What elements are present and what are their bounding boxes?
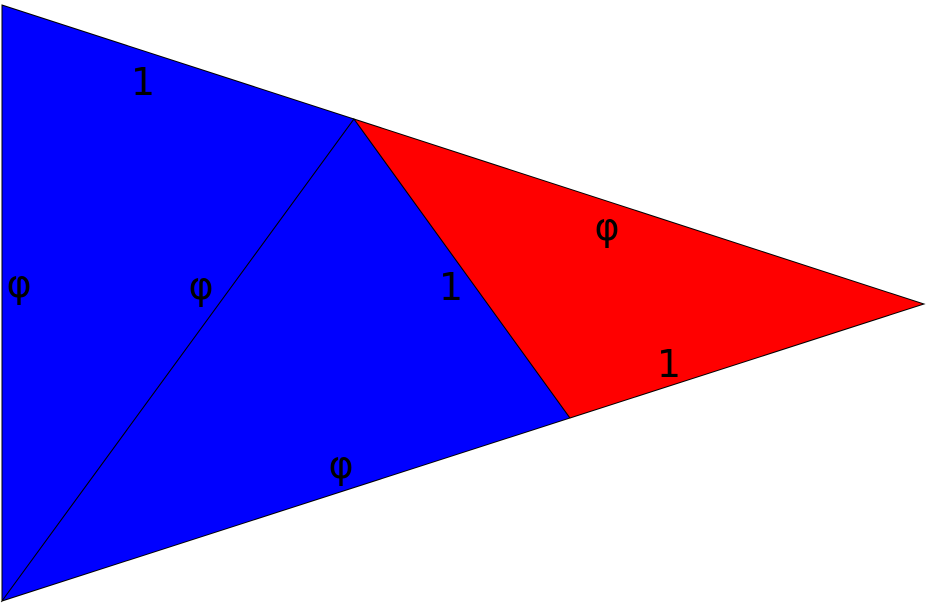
label-left-edge: φ — [6, 262, 31, 306]
label-red-bottom-edge: 1 — [657, 342, 681, 386]
label-middle-edge: 1 — [439, 265, 463, 309]
label-diagonal-edge: φ — [188, 264, 213, 308]
label-bottom-edge: φ — [328, 443, 353, 487]
label-red-top-edge: φ — [594, 205, 619, 249]
label-top-left-edge: 1 — [131, 60, 155, 104]
red-triangle — [352, 118, 926, 419]
